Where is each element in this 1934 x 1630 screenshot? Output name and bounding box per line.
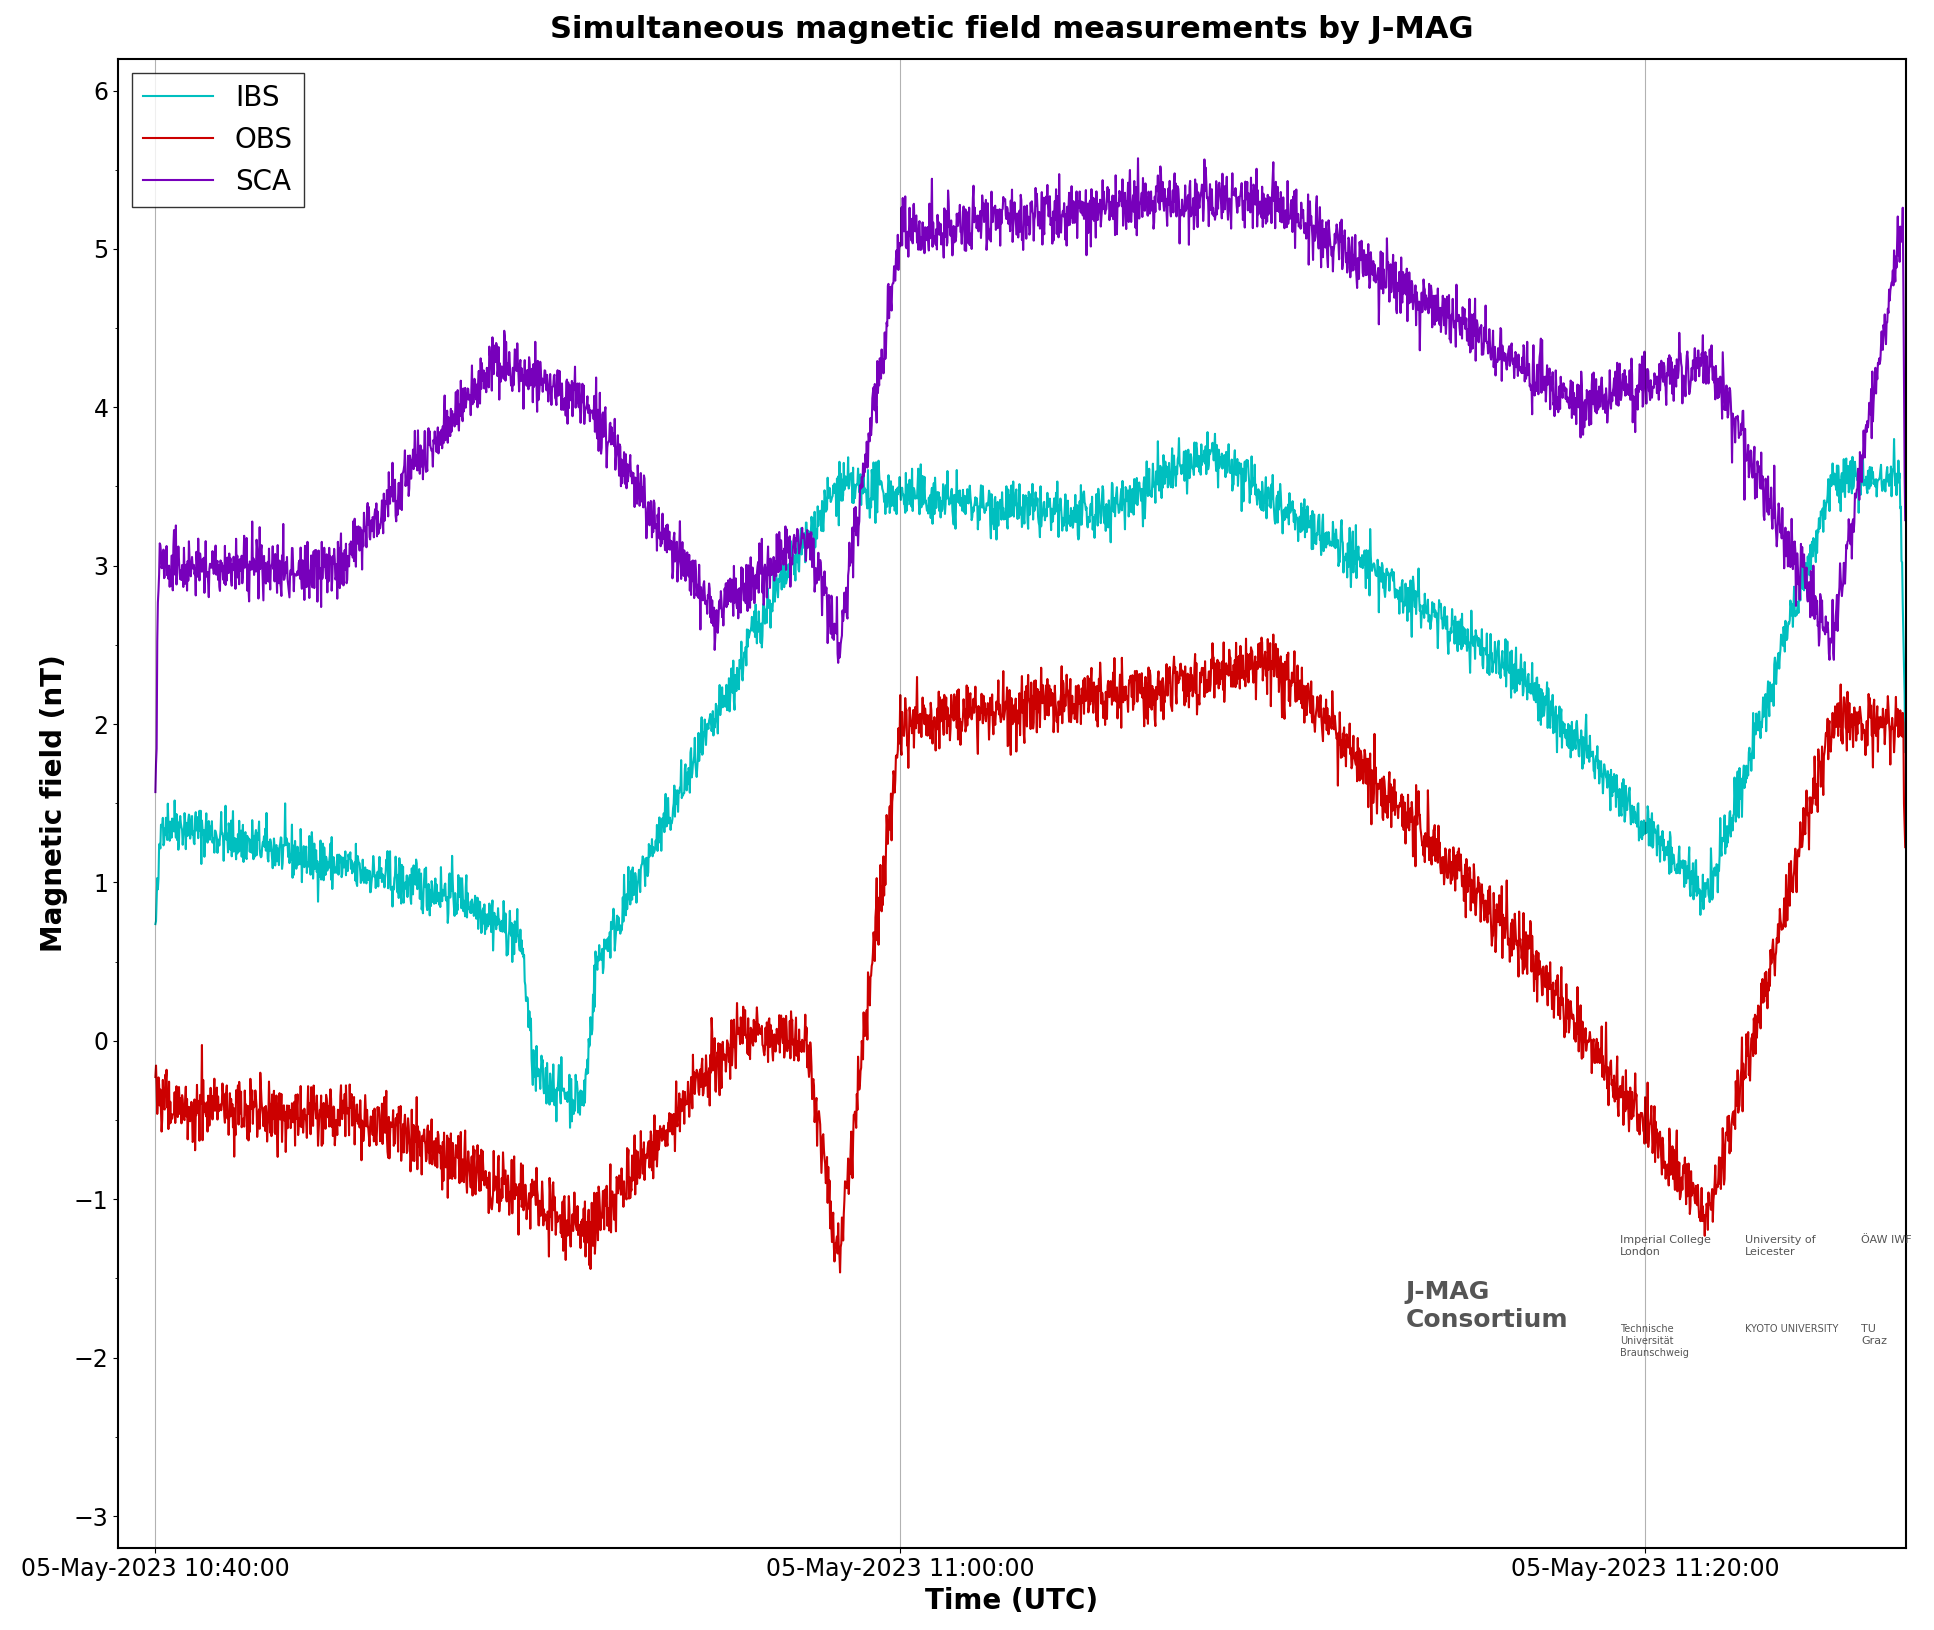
SCA [1665, 377, 1688, 396]
IBS [149, 815, 172, 835]
Text: TU
Graz: TU Graz [1861, 1325, 1888, 1346]
IBS [559, 1118, 582, 1138]
IBS [1665, 864, 1688, 883]
SCA [634, 496, 658, 515]
Text: J-MAG
Consortium: J-MAG Consortium [1406, 1280, 1568, 1332]
Legend: IBS, OBS, SCA: IBS, OBS, SCA [132, 73, 304, 207]
IBS [1893, 742, 1917, 761]
OBS [1213, 693, 1236, 712]
Text: KYOTO UNIVERSITY: KYOTO UNIVERSITY [1744, 1325, 1839, 1335]
Title: Simultaneous magnetic field measurements by J-MAG: Simultaneous magnetic field measurements… [551, 15, 1474, 44]
OBS [1261, 624, 1284, 644]
OBS [1893, 838, 1917, 857]
SCA [149, 543, 172, 562]
Text: Imperial College
London: Imperial College London [1621, 1236, 1712, 1257]
SCA [1213, 176, 1236, 196]
IBS [634, 849, 658, 869]
Line: SCA: SCA [155, 158, 1905, 792]
IBS [143, 914, 166, 934]
SCA [576, 403, 600, 422]
Line: IBS: IBS [155, 432, 1905, 1128]
Text: ÖAW IWF: ÖAW IWF [1861, 1236, 1913, 1245]
OBS [634, 1154, 658, 1174]
IBS [1195, 422, 1218, 442]
SCA [1126, 148, 1149, 168]
OBS [777, 1011, 801, 1030]
OBS [576, 1213, 600, 1232]
OBS [1665, 1121, 1688, 1141]
OBS [143, 1068, 166, 1087]
Line: OBS: OBS [155, 634, 1905, 1273]
Text: University of
Leicester: University of Leicester [1744, 1236, 1816, 1257]
SCA [1893, 510, 1917, 530]
X-axis label: Time (UTC): Time (UTC) [926, 1588, 1099, 1615]
OBS [149, 1100, 172, 1120]
IBS [1213, 447, 1236, 466]
Y-axis label: Magnetic field (nT): Magnetic field (nT) [41, 654, 68, 952]
Text: Technische
Universität
Braunschweig: Technische Universität Braunschweig [1621, 1325, 1688, 1358]
IBS [576, 1029, 600, 1048]
SCA [777, 526, 801, 546]
IBS [779, 531, 803, 551]
OBS [828, 1263, 851, 1283]
SCA [143, 782, 166, 802]
